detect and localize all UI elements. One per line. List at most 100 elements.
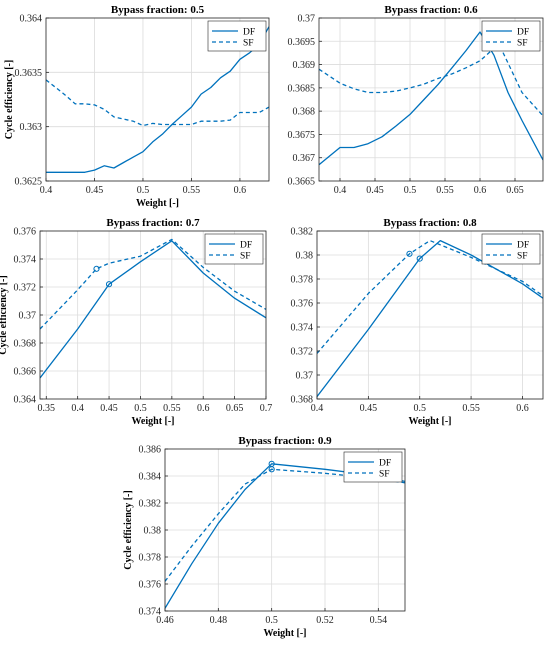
subplot-1: 0.4 0.45 0.5 0.55 0.6 0.3625 0.363 0.3635 0.364 B…	[4, 4, 270, 209]
chart-title: Bypass fraction: 0.9	[238, 435, 332, 447]
y-tick-label: 0.38	[296, 251, 314, 262]
series-group	[319, 31, 543, 166]
axes-box	[316, 230, 544, 400]
y-axis-label: Cycle efficiency [-]	[0, 275, 9, 354]
legend-box	[481, 20, 541, 52]
legend-box	[204, 233, 264, 265]
subplot-4: 0.4 0.45 0.5 0.55 0.6 0.368 0.37 0.372 0.374 0.37…	[291, 217, 544, 427]
x-tick-label: 0.65	[226, 403, 244, 414]
x-tick-label: 0.4	[71, 403, 84, 414]
marker-df	[105, 281, 113, 288]
x-tick-label: 0.4	[311, 403, 324, 414]
x-tick-label: 0.55	[183, 185, 201, 196]
y-tick-label: 0.372	[14, 283, 37, 294]
y-tick-label: 0.374	[14, 255, 37, 266]
legend-box	[343, 451, 403, 483]
x-tick-label: 0.6	[234, 185, 247, 196]
x-tick-label: 0.54	[370, 615, 388, 626]
subplot-5: 0.46 0.48 0.5 0.52 0.54 0.374 0.376 0.378 0.38 0.…	[123, 435, 406, 639]
y-tick-label: 0.38	[144, 526, 162, 537]
chart-title: Bypass fraction: 0.7	[106, 217, 200, 229]
y-tick-label: 0.376	[139, 580, 162, 591]
y-tick-label: 0.376	[14, 227, 37, 238]
x-tick-label: 0.5	[265, 615, 278, 626]
legend-label-sf: SF	[517, 39, 528, 49]
y-tick-label: 0.382	[291, 227, 314, 238]
y-tick-label: 0.363	[20, 122, 43, 133]
legend-box	[207, 20, 267, 52]
y-axis-label: Cycle efficiency [-]	[4, 60, 15, 139]
y-tick-label: 0.3685	[288, 83, 316, 94]
x-tick-label: 0.55	[462, 403, 480, 414]
x-axis-label: Weight [-]	[263, 628, 306, 639]
y-tick-label: 0.37	[298, 14, 316, 25]
x-tick-label: 0.65	[506, 185, 524, 196]
legend-label-df: DF	[517, 241, 529, 251]
series-line-sf	[317, 239, 543, 354]
y-tick-label: 0.366	[14, 367, 37, 378]
chart-title: Bypass fraction: 0.6	[384, 4, 478, 16]
series-line-sf	[319, 47, 543, 117]
series-group	[40, 238, 266, 379]
x-tick-label: 0.35	[38, 403, 56, 414]
y-tick-label: 0.374	[291, 323, 314, 334]
chart-title: Bypass fraction: 0.8	[383, 217, 477, 229]
subplot-3: 0.35 0.4 0.45 0.5 0.55 0.6 0.65 0.7 0.364 0.366 0.…	[0, 217, 272, 427]
x-tick-label: 0.45	[100, 403, 118, 414]
y-tick-label: 0.3665	[288, 177, 316, 188]
y-tick-label: 0.37	[296, 371, 314, 382]
x-tick-label: 0.5	[134, 403, 147, 414]
y-tick-label: 0.3675	[288, 130, 316, 141]
x-axis-label: Weight [-]	[136, 198, 179, 209]
series-line-df	[317, 239, 543, 397]
y-tick-label: 0.378	[291, 275, 314, 286]
series-line-sf	[40, 238, 266, 330]
y-tick-label: 0.384	[139, 472, 162, 483]
y-tick-label: 0.372	[291, 347, 314, 358]
y-tick-label: 0.368	[293, 107, 316, 118]
y-tick-label: 0.3635	[15, 68, 43, 79]
x-axis-label: Weight [-]	[408, 416, 451, 427]
axes-box	[318, 17, 544, 182]
x-tick-label: 0.46	[156, 615, 174, 626]
y-tick-label: 0.376	[291, 299, 314, 310]
x-axis-label: Weight [-]	[131, 416, 174, 427]
marker-df	[416, 255, 423, 262]
x-tick-label: 0.6	[516, 403, 529, 414]
x-tick-label: 0.45	[366, 185, 384, 196]
legend-label-sf: SF	[240, 252, 251, 262]
legend-label-df: DF	[243, 28, 255, 38]
y-tick-label: 0.364	[14, 395, 37, 406]
x-tick-label: 0.6	[197, 403, 210, 414]
x-tick-label: 0.55	[436, 185, 454, 196]
y-tick-label: 0.368	[14, 339, 37, 350]
legend-label-df: DF	[517, 28, 529, 38]
legend-label-df: DF	[379, 459, 391, 469]
y-tick-label: 0.374	[139, 607, 162, 618]
x-tick-label: 0.6	[474, 185, 487, 196]
axes-box	[45, 17, 270, 182]
y-tick-label: 0.368	[291, 395, 314, 406]
marker-sf	[93, 265, 100, 272]
series-line-df	[319, 31, 543, 166]
y-tick-label: 0.369	[293, 60, 316, 71]
legend-label-df: DF	[240, 241, 252, 251]
marker-sf	[268, 466, 275, 473]
y-tick-label: 0.3625	[15, 177, 43, 188]
legend-box	[481, 233, 541, 265]
legend-label-sf: SF	[379, 470, 390, 480]
series-line-df	[46, 26, 269, 173]
y-tick-label: 0.37	[19, 311, 37, 322]
x-tick-label: 0.7	[260, 403, 273, 414]
x-tick-label: 0.5	[137, 185, 150, 196]
y-tick-label: 0.364	[20, 14, 43, 25]
x-tick-label: 0.4	[40, 185, 53, 196]
y-tick-label: 0.367	[293, 153, 316, 164]
legend-label-sf: SF	[243, 39, 254, 49]
